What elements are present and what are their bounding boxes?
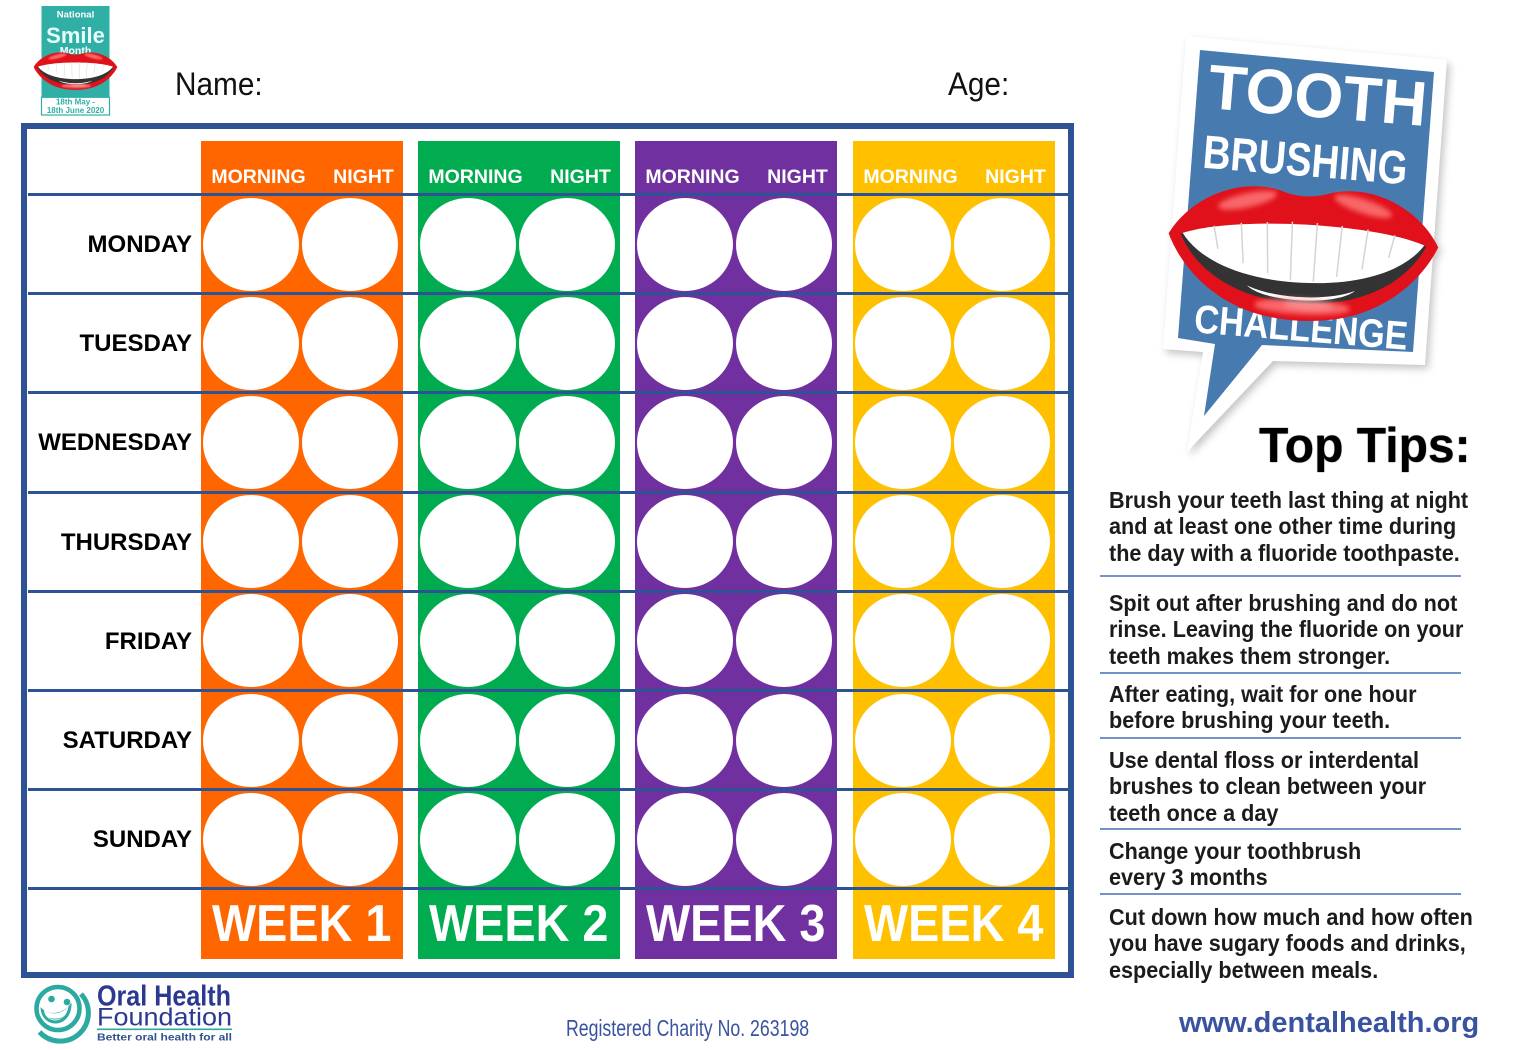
svg-text:18th May -: 18th May - [56, 98, 95, 107]
svg-text:National: National [57, 10, 94, 21]
svg-text:Oral Health: Oral Health [97, 981, 231, 1013]
svg-text:Better oral health for all: Better oral health for all [97, 1033, 232, 1044]
svg-text:18th June 2020: 18th June 2020 [47, 106, 105, 115]
svg-text:Smile: Smile [46, 23, 105, 48]
svg-text:Foundation: Foundation [97, 1004, 232, 1032]
